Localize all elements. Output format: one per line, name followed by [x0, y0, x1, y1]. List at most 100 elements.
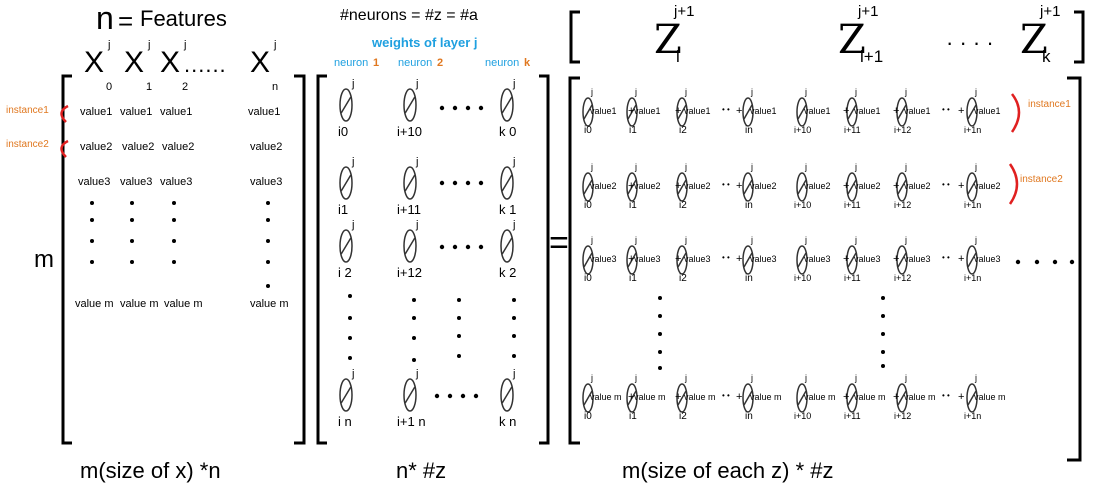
x-vertical-dot [130, 260, 134, 264]
w-sup-r3-c2: j [513, 369, 515, 380]
r-left-sub-r1-c3: in [745, 201, 753, 211]
r-left-sup-r0-c0: j [591, 88, 593, 97]
r-right-sub-r0-c3: i+1n [964, 126, 981, 135]
w-theta-r1-c2-stroke [502, 175, 512, 191]
r-right-val-r3-c2: value m [904, 393, 936, 402]
r-right-val-r2-c3: value3 [974, 255, 1001, 264]
r-left-plus3-r3: + [736, 392, 742, 403]
w-vertical-dot [412, 358, 416, 362]
w-theta-r3-c2-stroke [502, 387, 512, 403]
w-vertical-dot [348, 294, 352, 298]
r-right-sup-r2-c3: j [975, 236, 977, 245]
w-sup-r2-c2: j [513, 220, 515, 231]
r-left-val-r1-c0: value2 [590, 182, 617, 191]
x-col-1-var: X [124, 48, 144, 78]
x-vertical-dot [266, 218, 270, 222]
w-sup-r0-c1: j [416, 79, 418, 90]
w-sub-r2-c2: k 2 [499, 266, 516, 279]
r-right-sub-r1-c2: i+12 [894, 201, 911, 210]
w-horizontal-dot [479, 181, 483, 185]
neuron-0-num: 1 [373, 58, 379, 69]
neuron-1-num: 2 [437, 58, 443, 69]
n-equals: = [118, 8, 133, 34]
x-instance1-label: instance1 [6, 106, 49, 116]
r-left-sup-r1-c1: j [635, 163, 637, 172]
w-horizontal-dot [479, 245, 483, 249]
r-left-sub-r3-c3: in [745, 412, 753, 422]
r-right-plus3-r2: + [958, 254, 964, 265]
r-left-sub-r2-c1: i1 [629, 274, 637, 284]
weights-caption: n* #z [396, 460, 446, 482]
r-left-val-r3-c1: value m [634, 393, 666, 402]
w-sup-r1-c0: j [352, 157, 354, 168]
z-row-right-bracket [1074, 12, 1083, 62]
r-right-sub-r2-c3: i+1n [964, 274, 981, 283]
w-vertical-dot [457, 354, 461, 358]
r-right-plus2-r0: + [893, 106, 899, 117]
r-left-val-r0-c0: value1 [590, 107, 617, 116]
x-vertical-dot [266, 201, 270, 205]
x-vertical-dot [90, 260, 94, 264]
r-right-dots-r3: • • [942, 392, 950, 400]
x-cell-r3-c1: value m [120, 299, 159, 310]
r-right-plus3-r3: + [958, 392, 964, 403]
r-left-vertical-dot [658, 296, 662, 300]
r-left-plus2-r3: + [675, 392, 681, 403]
x-vertical-dot [130, 201, 134, 205]
w-sup-r0-c2: j [513, 79, 515, 90]
w-sub-r1-c0: i1 [338, 203, 348, 216]
r-left-sub-r0-c3: in [745, 126, 753, 136]
x-col-0-var: X [84, 48, 104, 78]
w-vertical-dot [512, 334, 516, 338]
r-left-sub-r0-c0: i0 [584, 126, 592, 136]
w-sup-r0-c0: j [352, 79, 354, 90]
w-theta-r0-c2-stroke [502, 97, 512, 113]
w-horizontal-dot [440, 181, 444, 185]
w-sup-r3-c0: j [352, 369, 354, 380]
z-item-2-sub: k [1042, 48, 1051, 65]
r-right-vertical-dot [881, 332, 885, 336]
r-right-sup-r0-c0: j [805, 88, 807, 97]
w-sup-r2-c0: j [352, 220, 354, 231]
x-vertical-dot [90, 239, 94, 243]
w-vertical-dot [348, 336, 352, 340]
x-cell-r0-c1: value1 [120, 107, 152, 118]
r-right-sub-r3-c3: i+1n [964, 412, 981, 421]
w-horizontal-dot [440, 245, 444, 249]
r-right-sub-r2-c0: i+10 [794, 274, 811, 283]
r-left-plus3-r1: + [736, 181, 742, 192]
w-vertical-dot [412, 298, 416, 302]
weights-left-bracket [318, 76, 327, 443]
r-right-sup-r3-c1: j [855, 374, 857, 383]
x-col-3-sup: j [274, 40, 276, 51]
x-vertical-dot [266, 239, 270, 243]
r-left-sup-r2-c1: j [635, 236, 637, 245]
r-right-sup-r3-c0: j [805, 374, 807, 383]
r-right-sub-r1-c3: i+1n [964, 201, 981, 210]
r-left-sup-r0-c1: j [635, 88, 637, 97]
w-horizontal-dot [466, 245, 470, 249]
r-left-sub-r3-c1: i1 [629, 412, 637, 422]
r-instance2-arc [1010, 164, 1017, 204]
x-vertical-dot [266, 260, 270, 264]
r-right-sub-r2-c1: i+11 [844, 274, 861, 283]
x-col-1-sup: j [148, 40, 150, 51]
x-vertical-dot [172, 239, 176, 243]
r-right-sup-r3-c3: j [975, 374, 977, 383]
r-right-vertical-dot [881, 314, 885, 318]
r-left-sup-r3-c2: j [685, 374, 687, 383]
w-horizontal-dot [448, 394, 452, 398]
result-right-bracket [1067, 78, 1080, 460]
r-left-vertical-dot [658, 366, 662, 370]
r-right-plus1-r1: + [843, 181, 849, 192]
x-header-ellipsis: ...... [184, 54, 227, 76]
z-item-0-sub: i [676, 48, 680, 65]
w-horizontal-dot [440, 106, 444, 110]
w-horizontal-dot [466, 106, 470, 110]
x-col-0-sup: j [108, 40, 110, 51]
neuron-0-word: neuron [334, 58, 368, 69]
r-left-val-r0-c3: value1 [750, 107, 777, 116]
r-right-plus2-r2: + [893, 254, 899, 265]
x-instance2-label: instance2 [6, 140, 49, 150]
